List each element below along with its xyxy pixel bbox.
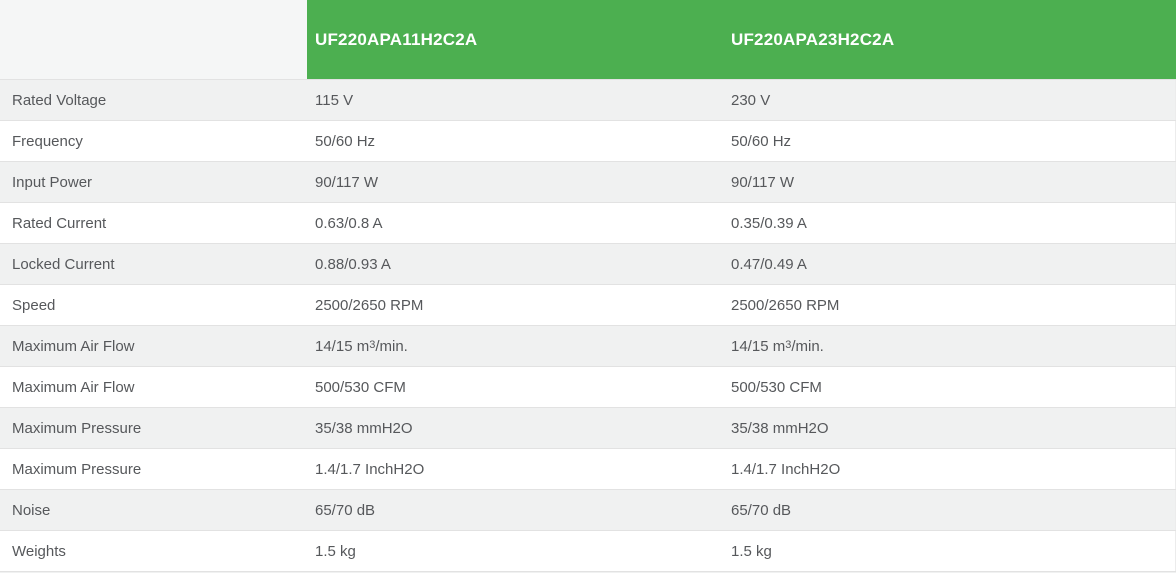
- column-header-model-2: UF220APA23H2C2A: [723, 0, 1176, 79]
- table-row: Maximum Pressure 35/38 mmH2O 35/38 mmH2O: [0, 407, 1176, 448]
- spec-value-model-1: 50/60 Hz: [315, 132, 376, 150]
- spec-label: Locked Current: [12, 255, 115, 273]
- spec-value-model-2: 90/117 W: [723, 162, 1176, 202]
- table-row: Locked Current 0.88/0.93 A 0.47/0.49 A: [0, 243, 1176, 284]
- spec-value-model-2: 230 V: [723, 80, 1176, 120]
- table-row: Speed 2500/2650 RPM 2500/2650 RPM: [0, 284, 1176, 325]
- spec-value-model-2: 0.47/0.49 A: [723, 244, 1176, 284]
- spec-value-model-2: 14/15 m 3/min.: [723, 326, 1176, 366]
- header-corner-cell: [0, 0, 307, 79]
- spec-value-model-1: 500/530 CFM: [315, 378, 406, 396]
- table-row: Frequency 50/60 Hz 50/60 Hz: [0, 120, 1176, 161]
- spec-value-model-1: 14/15 m 3/min.: [315, 337, 408, 355]
- spec-label: Input Power: [12, 173, 93, 191]
- partial-next-row: [0, 571, 1176, 573]
- table-row: Maximum Air Flow 14/15 m 3/min. 14/15 m 3/…: [0, 325, 1176, 366]
- table-row: Rated Voltage 115 V 230 V: [0, 79, 1176, 120]
- spec-label: Speed: [12, 296, 56, 314]
- spec-value-model-2: 50/60 Hz: [723, 121, 1176, 161]
- spec-value-model-1: 0.63/0.8 A: [315, 214, 383, 232]
- spec-value-model-2: 65/70 dB: [723, 490, 1176, 530]
- spec-value-model-2: 500/530 CFM: [723, 367, 1176, 407]
- table-row: Noise 65/70 dB 65/70 dB: [0, 489, 1176, 530]
- spec-label: Maximum Pressure: [12, 460, 142, 478]
- spec-label: Weights: [12, 542, 66, 560]
- spec-value-model-1: 90/117 W: [315, 173, 379, 191]
- spec-label: Noise: [12, 501, 51, 519]
- table-row: Rated Current 0.63/0.8 A 0.35/0.39 A: [0, 202, 1176, 243]
- spec-value-model-2: 1.4/1.7 InchH2O: [723, 449, 1176, 489]
- table-body: Rated Voltage 115 V 230 V Frequency 50/6…: [0, 79, 1176, 571]
- spec-label: Rated Voltage: [12, 91, 107, 109]
- spec-value-model-1: 65/70 dB: [315, 501, 376, 519]
- spec-value-model-1: 2500/2650 RPM: [315, 296, 424, 314]
- spec-label: Rated Current: [12, 214, 107, 232]
- table-row: Maximum Pressure 1.4/1.7 InchH2O 1.4/1.7…: [0, 448, 1176, 489]
- spec-value-model-1: 1.4/1.7 InchH2O: [315, 460, 425, 478]
- spec-value-model-1: 115 V: [315, 91, 354, 109]
- spec-value-model-1: 35/38 mmH2O: [315, 419, 413, 437]
- spec-value-model-2: 0.35/0.39 A: [723, 203, 1176, 243]
- spec-value-model-1: 0.88/0.93 A: [315, 255, 391, 273]
- spec-label: Maximum Air Flow: [12, 378, 135, 396]
- spec-value-model-2: 1.5 kg: [723, 531, 1176, 571]
- column-header-model-1: UF220APA11H2C2A: [307, 0, 723, 79]
- table-row: Weights 1.5 kg 1.5 kg: [0, 530, 1176, 571]
- spec-label: Maximum Pressure: [12, 419, 142, 437]
- spec-label: Frequency: [12, 132, 83, 150]
- spec-value-model-2: 35/38 mmH2O: [723, 408, 1176, 448]
- table-header-row: UF220APA11H2C2A UF220APA23H2C2A: [0, 0, 1176, 79]
- spec-value-model-1: 1.5 kg: [315, 542, 356, 560]
- spec-value-model-2: 2500/2650 RPM: [723, 285, 1176, 325]
- spec-label: Maximum Air Flow: [12, 337, 135, 355]
- table-row: Input Power 90/117 W 90/117 W: [0, 161, 1176, 202]
- table-row: Maximum Air Flow 500/530 CFM 500/530 CFM: [0, 366, 1176, 407]
